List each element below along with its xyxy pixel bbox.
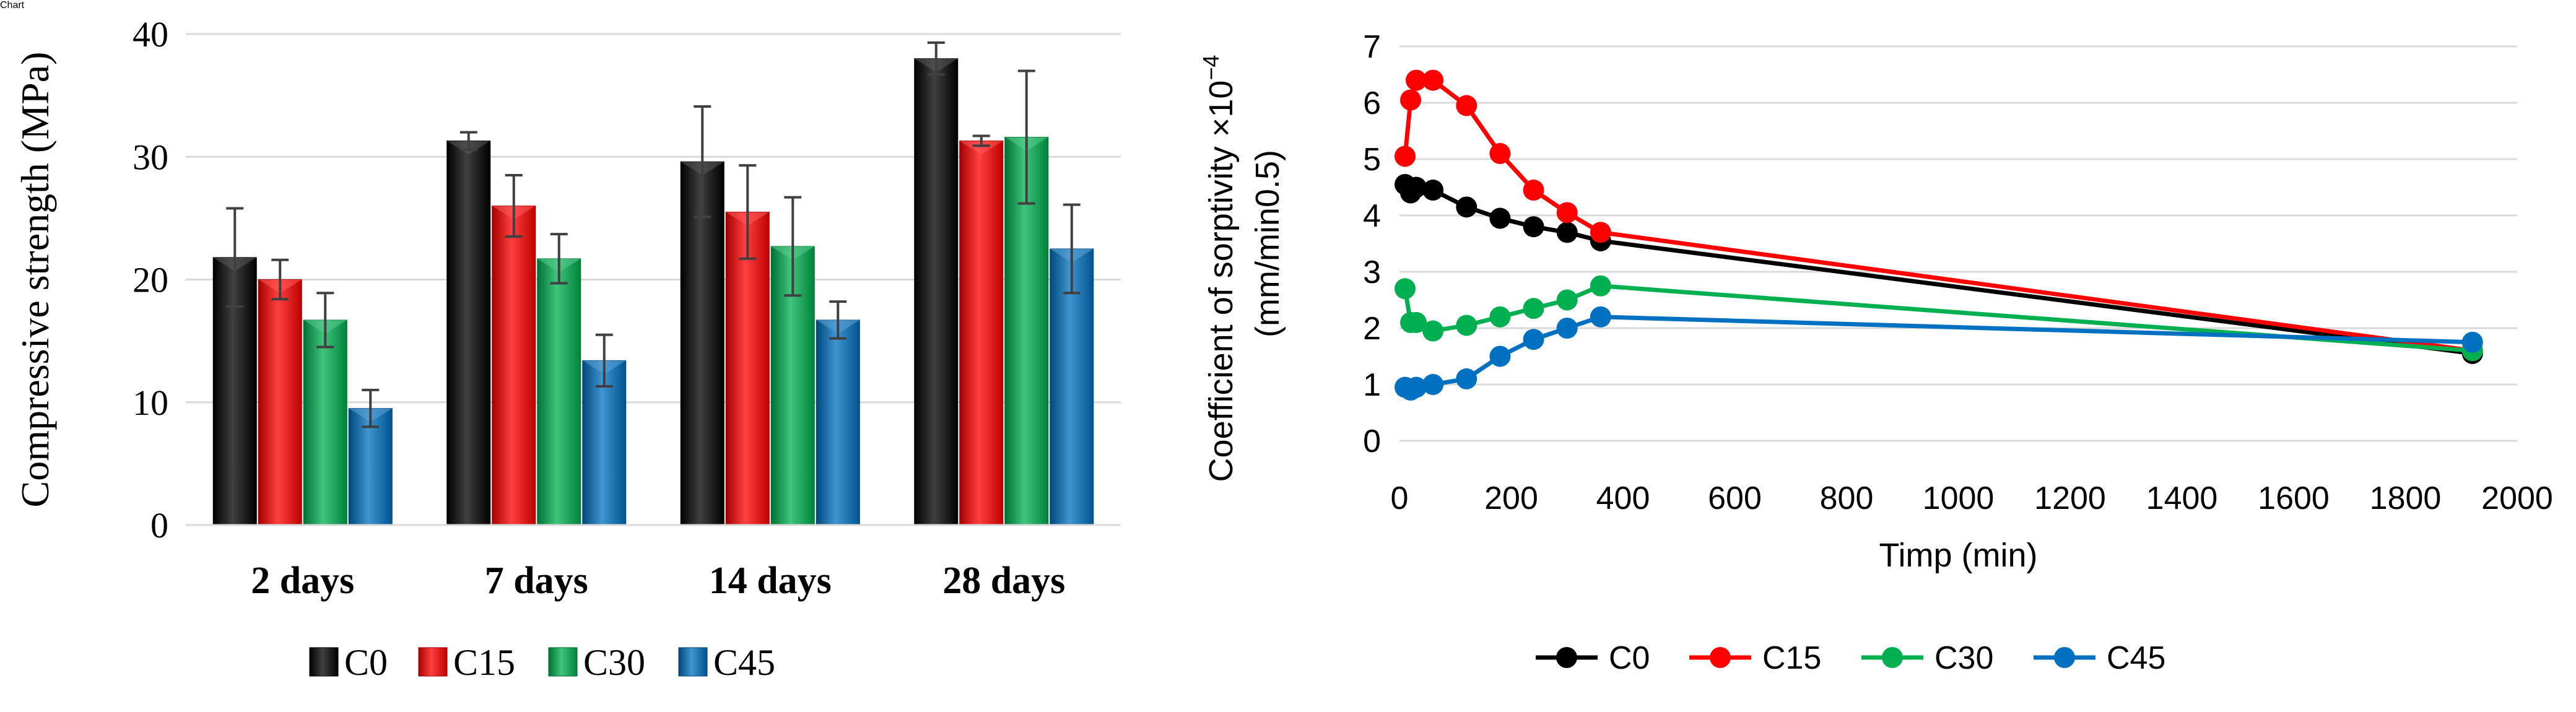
legend-label-C45: C45 bbox=[2107, 640, 2165, 676]
x-tick-label: 600 bbox=[1708, 480, 1762, 516]
x-tick-label: 28 days bbox=[942, 560, 1065, 602]
data-point-C45 bbox=[2462, 332, 2483, 353]
bar-C15-7-days bbox=[492, 206, 536, 525]
legend-marker-C45 bbox=[2054, 647, 2075, 668]
x-tick-label: 400 bbox=[1596, 480, 1650, 516]
legend-label-C45: C45 bbox=[713, 642, 775, 683]
data-point-C45 bbox=[1557, 318, 1578, 339]
figure: 0 10 20 30 40 Compressive strength (MPa) 2 day… bbox=[0, 0, 2576, 712]
data-point-C15 bbox=[1489, 143, 1510, 164]
data-point-C15 bbox=[1557, 202, 1578, 223]
x-tick-label: 0 bbox=[1391, 480, 1409, 516]
x-axis-title: Timp (min) bbox=[1879, 537, 2038, 574]
data-point-C30 bbox=[1456, 315, 1477, 336]
y-tick-label: 4 bbox=[1363, 198, 1381, 234]
bar-C30-7-days bbox=[537, 259, 581, 525]
x-tick-label: 2000 bbox=[2481, 480, 2553, 516]
y-tick-label: 1 bbox=[1363, 367, 1381, 403]
x-tick-label: 2 days bbox=[251, 560, 354, 602]
legend-swatch-C0 bbox=[310, 648, 338, 676]
data-point-C45 bbox=[1456, 368, 1477, 389]
y-tick-label: 20 bbox=[133, 260, 168, 300]
data-point-C0 bbox=[1422, 180, 1443, 201]
bar-C0-28-days bbox=[915, 59, 958, 525]
y-tick-label: 6 bbox=[1363, 85, 1381, 121]
x-tick-label: 800 bbox=[1820, 480, 1874, 516]
y-tick-label: 40 bbox=[133, 14, 168, 54]
legend-marker-C0 bbox=[1556, 647, 1577, 668]
y-tick-label: 5 bbox=[1363, 142, 1381, 178]
data-point-C45 bbox=[1422, 374, 1443, 395]
y-axis-title-text: Coefficient of sorptivity ×10 bbox=[1203, 80, 1240, 482]
bar-chart-strength: 0 10 20 30 40 Compressive strength (MPa) 2 day… bbox=[0, 0, 1127, 712]
data-point-C15 bbox=[1523, 180, 1544, 201]
legend-label-C30: C30 bbox=[583, 642, 645, 683]
x-tick-label: 1400 bbox=[2146, 480, 2218, 516]
y-axis-title-line1: Coefficient of sorptivity ×10−4 bbox=[1198, 55, 1240, 482]
data-point-C45 bbox=[1590, 306, 1611, 328]
legend-swatch-C30 bbox=[549, 648, 577, 676]
legend-swatch-C15 bbox=[419, 648, 447, 676]
line-chart-sorptivity: 0 1 2 3 4 5 6 7 0 200 400 600 800 1000 1200 1400 1600 180… bbox=[1127, 0, 2576, 712]
x-tick-label: 14 days bbox=[709, 560, 832, 602]
data-point-C0 bbox=[1557, 222, 1578, 243]
bar-C15-28-days bbox=[960, 141, 1003, 525]
y-axis-title: Compressive strength (MPa) bbox=[13, 52, 57, 508]
y-tick-label: 7 bbox=[1363, 29, 1381, 65]
data-point-C30 bbox=[1422, 321, 1443, 342]
x-tick-label: 200 bbox=[1484, 480, 1538, 516]
bar-C0-7-days bbox=[447, 141, 490, 525]
bar-C15-2-days bbox=[258, 280, 302, 526]
data-point-C45 bbox=[1489, 346, 1510, 367]
legend-label-C30: C30 bbox=[1934, 640, 1993, 676]
data-point-C30 bbox=[1395, 278, 1416, 299]
bar-C30-2-days bbox=[303, 320, 347, 525]
x-tick-label: 1000 bbox=[1923, 480, 1995, 516]
y-tick-label: 2 bbox=[1363, 311, 1381, 347]
data-point-C30 bbox=[1590, 276, 1611, 297]
legend-label-C15: C15 bbox=[453, 642, 515, 683]
x-tick-label: 1800 bbox=[2370, 480, 2442, 516]
legend-swatch-C45 bbox=[679, 648, 707, 676]
y-axis-title-exponent: −4 bbox=[1198, 55, 1224, 80]
y-tick-label: 30 bbox=[133, 137, 168, 177]
data-point-C15 bbox=[1400, 89, 1421, 110]
data-point-C0 bbox=[1456, 196, 1477, 217]
data-point-C15 bbox=[1456, 95, 1477, 116]
x-tick-label: 1600 bbox=[2258, 480, 2330, 516]
legend-marker-C30 bbox=[1882, 647, 1903, 668]
x-tick-label: 1200 bbox=[2034, 480, 2106, 516]
data-point-C45 bbox=[1523, 329, 1544, 350]
y-tick-label: 10 bbox=[133, 383, 168, 423]
y-tick-label: 0 bbox=[150, 505, 168, 545]
data-point-C30 bbox=[1523, 298, 1544, 319]
data-point-C30 bbox=[1489, 306, 1510, 328]
x-tick-label: 7 days bbox=[485, 560, 588, 602]
data-point-C15 bbox=[1395, 145, 1416, 167]
y-tick-label: 3 bbox=[1363, 254, 1381, 290]
data-point-C30 bbox=[1557, 290, 1578, 311]
y-tick-label: 0 bbox=[1363, 423, 1381, 459]
legend-label-C0: C0 bbox=[1609, 640, 1650, 676]
data-point-C15 bbox=[1422, 70, 1443, 91]
data-point-C0 bbox=[1523, 216, 1544, 237]
y-axis-title-line2: (mm/min0.5) bbox=[1249, 150, 1286, 337]
legend-marker-C15 bbox=[1710, 647, 1731, 668]
legend-label-C15: C15 bbox=[1762, 640, 1821, 676]
data-point-C15 bbox=[1590, 222, 1611, 243]
legend-label-C0: C0 bbox=[344, 642, 388, 683]
data-point-C0 bbox=[1489, 208, 1510, 229]
bar-C45-14-days bbox=[816, 320, 859, 525]
